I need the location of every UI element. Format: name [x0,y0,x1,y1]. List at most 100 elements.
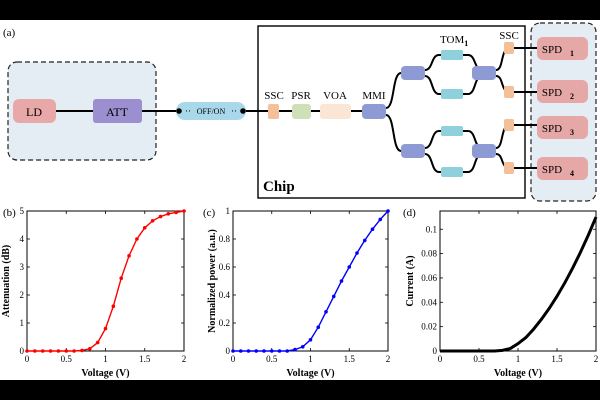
data-point [231,349,235,353]
data-point [331,294,336,299]
y-tick-label: 4 [20,234,25,244]
detector-box [530,22,597,202]
y-tick-label: 0 [433,346,438,356]
ld-label: LD [26,105,42,119]
data-point [174,210,178,215]
data-point [378,217,383,222]
att-block [93,99,142,123]
tom-1-bottom [441,89,463,99]
switch-dot-right [240,108,246,114]
voa-label: VOA [323,90,347,102]
chart-3: (d) 0 0.5 1 1.5 2 0 0.02 0.04 0.06 0.08 0.1 Voltage … [403,207,598,379]
data-point [254,349,259,353]
y-tick-label: 0.4 [219,290,231,300]
charts: (b) 0 0.5 1 1.5 2 0 1 2 3 4 5 Voltage (V) Attenuation… [1,206,598,379]
ssc-in-block [268,104,279,119]
data-point [40,349,45,353]
switch-dots-left: ·· [185,107,191,117]
data-point [95,340,100,345]
data-point [64,349,69,353]
panel-a-label: (a) [3,27,16,39]
data-point [135,237,139,241]
mmi-label: MMI [362,90,386,102]
chip-label: Chip [263,179,295,195]
x-tick-label: 0.5 [266,354,278,364]
coupler-upper-out [472,66,496,80]
spd-1: SPD 1 [537,37,588,60]
data-point [111,304,116,309]
ld-block [13,99,56,123]
y-axis-label: Current (A) [405,255,416,306]
chart-panel-label: (b) [3,207,16,219]
x-tick-label: 1.5 [344,354,356,364]
data-point [308,338,313,342]
chart-1: (b) 0 0.5 1 1.5 2 0 1 2 3 4 5 Voltage (V) Attenuation… [1,206,186,379]
data-point [316,325,321,330]
psr-label: PSR [291,90,311,102]
data-point [355,251,359,255]
tom-lower-top [441,126,463,136]
psr-block [292,104,311,119]
y-tick-label: 0.04 [421,297,437,307]
data-point [347,265,352,269]
data-point [48,349,53,353]
y-tick-label: 1 [226,206,231,216]
switch-dot-left [176,108,182,114]
x-tick-label: 2 [594,354,599,364]
ssc-out-2 [504,86,514,98]
x-tick-label: 0 [438,354,443,364]
spd-4-sub: 4 [570,169,574,178]
data-point [72,349,76,353]
data-point [80,348,84,353]
y-tick-label: 0.06 [421,273,437,283]
spd-4: SPD 4 [537,157,588,180]
x-tick-label: 1 [516,354,521,364]
spd-2-label: SPD [542,87,562,99]
tom-lower-bottom [441,167,463,177]
x-tick-label: 1 [308,354,313,364]
x-tick-label: 2 [386,354,391,364]
data-point [238,349,243,353]
x-tick-label: 1 [103,354,108,364]
plot-frame [232,210,389,352]
switch-block [176,102,246,120]
data-point [324,310,328,314]
y-tick-label: 0 [226,346,231,356]
data-point [150,219,155,223]
data-point [158,214,163,219]
x-tick-label: 1.5 [551,354,563,364]
spd-3: SPD 3 [537,116,588,139]
x-axis-label: Voltage (V) [81,368,129,379]
y-tick-label: 0.02 [421,322,437,332]
ssc-out-label: SSC [499,30,519,42]
plot-frame [439,210,597,352]
waveguide-split-lower [385,114,402,152]
spd-2-sub: 2 [570,92,574,101]
data-point [300,345,305,349]
spd-3-label: SPD [542,123,562,135]
data-point [182,209,186,213]
ssc-in-label: SSC [264,90,284,102]
series-line [233,210,389,352]
y-tick-label: 1 [20,318,25,328]
x-axis-label: Voltage (V) [286,368,334,379]
ssc-out-3 [504,119,514,131]
x-tick-label: 0 [25,354,30,364]
tom-1-top [441,50,463,60]
series-line [440,216,598,353]
coupler-lower-out [472,144,496,158]
mzi-upper [401,47,511,99]
y-tick-label: 3 [20,262,25,272]
data-point [293,347,297,352]
data-point [88,346,92,351]
data-point [269,349,274,353]
y-tick-label: 2 [20,290,25,300]
voa-block [320,104,351,119]
data-point [166,212,171,216]
switch-dots-right: ·· [231,107,237,117]
x-tick-label: 1.5 [139,354,151,364]
data-point [142,226,147,230]
data-point [25,349,29,353]
data-point [362,238,367,243]
